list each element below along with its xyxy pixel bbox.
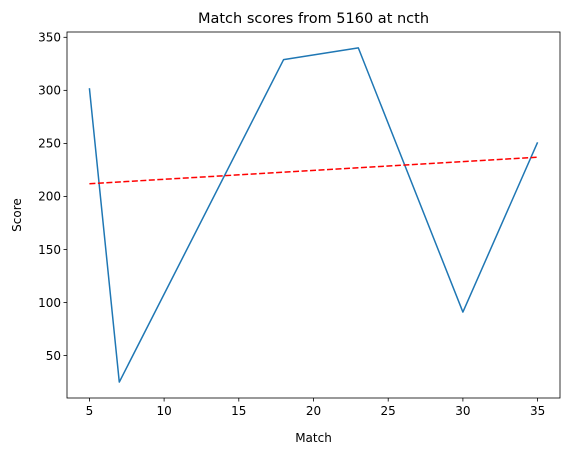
y-tick-label: 300 [38, 84, 61, 98]
y-axis-label: Score [10, 198, 24, 232]
y-tick-label: 150 [38, 243, 61, 257]
x-tick-label: 10 [156, 404, 171, 418]
y-tick-label: 350 [38, 31, 61, 45]
x-tick-label: 5 [86, 404, 94, 418]
x-tick-label: 15 [231, 404, 246, 418]
y-tick-label: 200 [38, 190, 61, 204]
y-tick-label: 50 [46, 349, 61, 363]
series-layer [88, 47, 539, 383]
y-tick-label: 100 [38, 296, 61, 310]
chart-title: Match scores from 5160 at ncth [198, 11, 429, 27]
x-tick-label: 20 [306, 404, 321, 418]
x-axis-label: Match [295, 431, 332, 445]
axis-layer: 5 10 15 20 25 30 35 50 100 150 200 250 300 350 [38, 31, 545, 418]
series-line-0 [88, 47, 539, 383]
x-tick-label: 35 [530, 404, 545, 418]
plot-area [67, 32, 560, 398]
x-tick-label: 30 [455, 404, 470, 418]
plot-frame [66, 31, 561, 399]
y-tick-label: 250 [38, 137, 61, 151]
series-line-1 [89, 156, 538, 185]
x-tick-label: 25 [381, 404, 396, 418]
